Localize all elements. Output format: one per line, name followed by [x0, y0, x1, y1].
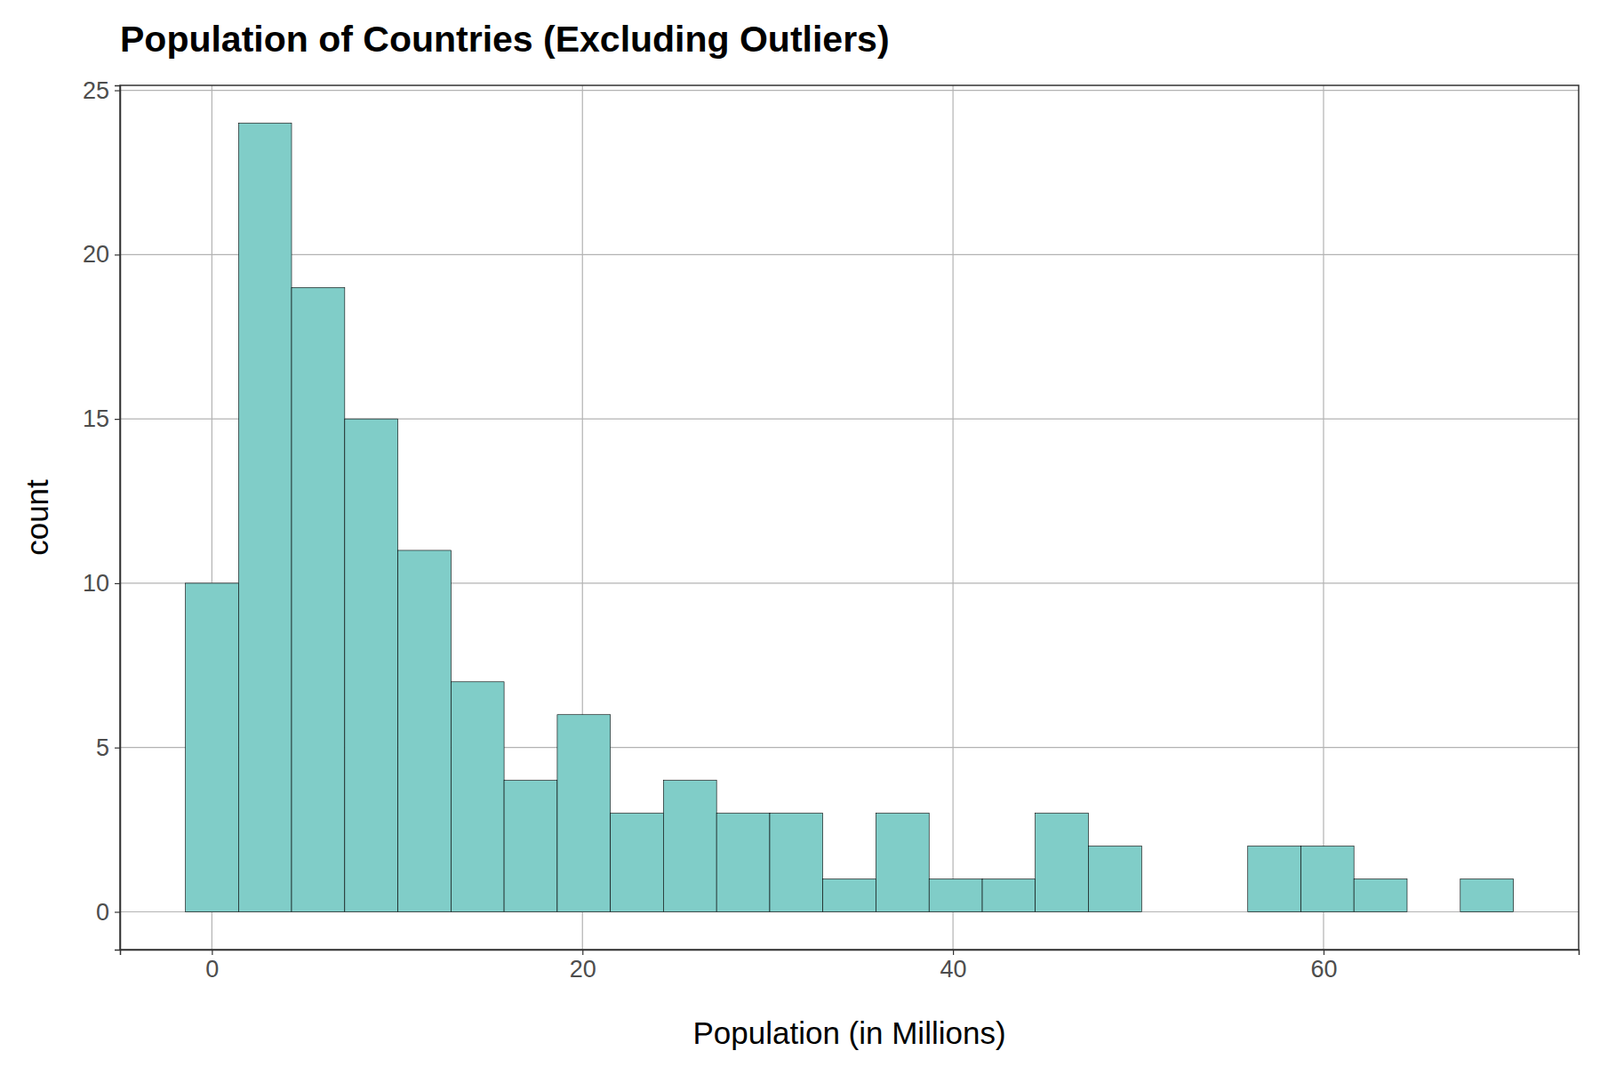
bar — [928, 879, 983, 912]
tick-label: 15 — [82, 405, 110, 432]
tick-mark — [211, 949, 213, 955]
grid-line-y — [120, 89, 1579, 91]
tick: 40 — [940, 949, 968, 983]
bar — [238, 123, 292, 912]
bar — [1035, 813, 1089, 912]
bar — [1407, 911, 1461, 912]
bar — [610, 813, 664, 912]
bar — [663, 780, 717, 912]
tick-label: 0 — [96, 898, 110, 926]
title: Population of Countries (Excluding Outli… — [120, 18, 890, 60]
tick-label: 25 — [82, 77, 110, 104]
y-axis: 0 5 10 15 20 25 — [82, 77, 121, 951]
bar — [450, 681, 504, 912]
panel-border — [120, 85, 1579, 950]
tick: 25 — [82, 77, 120, 104]
tick: 5 — [96, 734, 120, 761]
tick-mark — [114, 583, 120, 584]
tick-mark — [952, 949, 954, 955]
plot-area: 0 20 40 60 0 5 10 15 20 25 — [82, 77, 1580, 983]
bar — [504, 780, 558, 912]
bar — [1248, 846, 1302, 912]
bar — [823, 879, 877, 912]
tick-label: 20 — [82, 240, 110, 268]
grid-line-x — [952, 85, 954, 950]
bar — [1353, 879, 1408, 912]
tick-mark — [582, 949, 584, 955]
tick: 10 — [82, 569, 120, 597]
grid-line-y — [120, 254, 1579, 256]
tick: 15 — [82, 405, 120, 432]
tick: 60 — [1310, 949, 1337, 983]
bar — [398, 550, 452, 912]
x-axis: 0 20 40 60 — [120, 949, 1580, 983]
bar — [1460, 879, 1514, 912]
bar — [1301, 846, 1355, 912]
x-axis-title: Population (in Millions) — [692, 1015, 1006, 1050]
bar — [557, 714, 611, 912]
tick-label: 10 — [82, 569, 110, 597]
tick-label: 20 — [569, 955, 597, 983]
tick-mark — [114, 911, 120, 912]
tick-label: 0 — [205, 955, 219, 983]
y-axis-title: count — [19, 479, 55, 556]
tick-mark — [114, 89, 120, 91]
bars — [185, 123, 1514, 912]
tick: 0 — [205, 949, 219, 983]
bar — [982, 879, 1036, 912]
bar — [1088, 846, 1142, 912]
tick-label: 5 — [96, 734, 110, 761]
axis-line — [120, 950, 1580, 956]
bar — [875, 813, 929, 912]
bar — [185, 583, 240, 912]
bar — [716, 813, 770, 912]
bar — [291, 287, 345, 912]
tick-label: 40 — [940, 955, 968, 983]
tick: 20 — [569, 949, 597, 983]
bar — [1141, 911, 1195, 912]
bar — [344, 418, 399, 912]
grid-line-x — [1322, 85, 1324, 950]
bar — [769, 813, 824, 912]
bar — [1194, 911, 1248, 912]
tick-mark — [1323, 949, 1325, 955]
grid — [120, 85, 1579, 950]
tick-mark — [114, 747, 120, 749]
chart: 0 20 40 60 0 5 10 15 20 25 Population of Countries… — [0, 0, 1600, 1067]
tick-mark — [114, 254, 120, 256]
tick: 20 — [82, 240, 120, 268]
tick-label: 60 — [1310, 955, 1337, 983]
tick: 0 — [96, 898, 120, 926]
tick-mark — [114, 418, 120, 420]
